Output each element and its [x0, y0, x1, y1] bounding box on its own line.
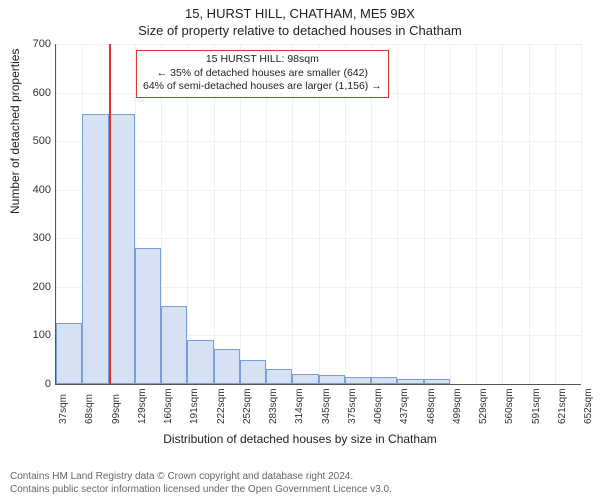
chart-subtitle: Size of property relative to detached ho… [0, 21, 600, 40]
gridline-v [529, 44, 530, 384]
xtick-label: 375sqm [347, 388, 358, 424]
histogram-bar [82, 114, 108, 384]
xtick-label: 314sqm [294, 388, 305, 424]
xtick-label: 222sqm [216, 388, 227, 424]
gridline-v [581, 44, 582, 384]
xtick-label: 252sqm [242, 388, 253, 424]
histogram-bar [345, 377, 371, 384]
xtick-label: 652sqm [583, 388, 594, 424]
histogram-bar [187, 340, 213, 384]
footer-attribution: Contains HM Land Registry data © Crown c… [10, 470, 392, 496]
histogram-bar [109, 114, 135, 384]
xtick-label: 37sqm [58, 394, 69, 424]
chart-container: 15, HURST HILL, CHATHAM, ME5 9BX Size of… [0, 0, 600, 500]
chart-title-address: 15, HURST HILL, CHATHAM, ME5 9BX [0, 0, 600, 21]
gridline-v [450, 44, 451, 384]
x-axis-label: Distribution of detached houses by size … [0, 432, 600, 446]
ytick-label: 200 [11, 281, 51, 293]
gridline-v [502, 44, 503, 384]
ytick-label: 400 [11, 184, 51, 196]
xtick-label: 283sqm [268, 388, 279, 424]
histogram-bar [266, 369, 292, 384]
xtick-label: 129sqm [137, 388, 148, 424]
xtick-label: 99sqm [111, 394, 122, 424]
xtick-label: 191sqm [189, 388, 200, 424]
xtick-label: 345sqm [321, 388, 332, 424]
annotation-line: 15 HURST HILL: 98sqm [143, 53, 382, 67]
xtick-label: 621sqm [557, 388, 568, 424]
annotation-line: 64% of semi-detached houses are larger (… [143, 80, 382, 94]
ytick-label: 0 [11, 378, 51, 390]
histogram-bar [292, 374, 318, 384]
annotation-box: 15 HURST HILL: 98sqm← 35% of detached ho… [136, 50, 389, 98]
histogram-bar [135, 248, 161, 384]
histogram-bar [240, 360, 266, 384]
footer-line2: Contains public sector information licen… [10, 483, 392, 496]
ytick-label: 300 [11, 232, 51, 244]
ytick-label: 600 [11, 87, 51, 99]
xtick-label: 406sqm [373, 388, 384, 424]
histogram-bar [56, 323, 82, 384]
xtick-label: 468sqm [426, 388, 437, 424]
xtick-label: 560sqm [504, 388, 515, 424]
ytick-label: 500 [11, 135, 51, 147]
gridline-v [555, 44, 556, 384]
xtick-label: 591sqm [531, 388, 542, 424]
xtick-label: 68sqm [84, 394, 95, 424]
histogram-bar [214, 349, 240, 384]
annotation-line: ← 35% of detached houses are smaller (64… [143, 67, 382, 81]
ytick-label: 700 [11, 38, 51, 50]
histogram-bar [371, 377, 397, 384]
xtick-label: 529sqm [478, 388, 489, 424]
ytick-label: 100 [11, 329, 51, 341]
xtick-label: 160sqm [163, 388, 174, 424]
gridline-v [476, 44, 477, 384]
footer-line1: Contains HM Land Registry data © Crown c… [10, 470, 392, 483]
histogram-bar [319, 375, 345, 384]
histogram-bar [397, 379, 423, 384]
chart-area: 15 HURST HILL: 98sqm← 35% of detached ho… [55, 44, 580, 384]
histogram-bar [161, 306, 187, 384]
xtick-label: 437sqm [399, 388, 410, 424]
xtick-label: 499sqm [452, 388, 463, 424]
gridline-v [397, 44, 398, 384]
subject-marker-line [109, 44, 111, 384]
plot-region: 15 HURST HILL: 98sqm← 35% of detached ho… [55, 44, 581, 385]
gridline-v [424, 44, 425, 384]
histogram-bar [424, 379, 450, 384]
